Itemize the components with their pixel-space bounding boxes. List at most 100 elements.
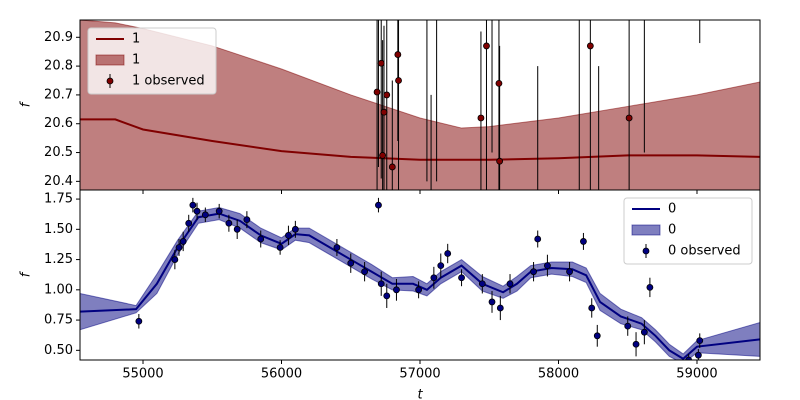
legend-box (87, 27, 217, 95)
observation (225, 219, 233, 227)
observation (437, 262, 445, 270)
observation (483, 42, 490, 50)
legend-label: 1 (132, 32, 140, 47)
observation (580, 238, 587, 245)
observation (380, 108, 388, 116)
x-tick-label: 55000 (122, 367, 163, 382)
observation (566, 268, 573, 276)
observation (201, 211, 209, 219)
observation (544, 262, 551, 270)
observation (624, 322, 632, 330)
observation (477, 114, 485, 122)
observation (171, 256, 179, 263)
observation (596, 207, 602, 213)
observation (646, 284, 654, 291)
legend: 0 0 0 observed (623, 197, 753, 265)
plot-area (80, 197, 760, 360)
y-tick-label: 1.25 (44, 252, 73, 267)
observation (383, 91, 391, 99)
mean-line (80, 118, 760, 161)
legend-label: 1 (132, 53, 140, 68)
legend-patch (95, 54, 125, 66)
observation (696, 337, 704, 345)
x-tick-label: 56000 (261, 367, 302, 382)
observation (625, 114, 633, 122)
observation (488, 298, 496, 306)
observation (347, 259, 355, 267)
observation (506, 280, 514, 288)
observation (395, 77, 402, 84)
observation (530, 268, 537, 276)
y-axis-label: f (19, 270, 34, 277)
y-tick-label: 1.75 (44, 192, 73, 207)
observation (383, 292, 391, 300)
legend-marker (106, 77, 114, 85)
legend-label: 0 observed (668, 244, 741, 259)
observation (215, 207, 223, 215)
observation (377, 280, 385, 288)
observation (632, 340, 640, 348)
x-axis-label: t (417, 388, 423, 400)
legend-label: 0 (668, 202, 676, 217)
observation (361, 268, 369, 276)
legend-marker (642, 247, 650, 255)
observation (243, 216, 251, 224)
y-tick-label: 20.7 (44, 87, 73, 102)
observation (586, 42, 594, 50)
observation (685, 356, 693, 360)
observation (175, 244, 183, 251)
x-tick-label: 57000 (399, 367, 440, 382)
observation (373, 88, 381, 96)
observation (379, 152, 387, 159)
observation (135, 317, 143, 325)
observation (534, 235, 542, 243)
observation (179, 238, 187, 245)
legend: 1 1 1 observed (87, 27, 217, 95)
y-tick-label: 20.5 (44, 145, 73, 160)
observation (285, 231, 292, 239)
observation (428, 236, 434, 242)
y-tick-label: 20.6 (44, 116, 73, 131)
observation (276, 244, 284, 251)
legend-patch (631, 224, 661, 236)
observation (375, 201, 382, 209)
x-tick-label: 58000 (538, 367, 579, 382)
legend-label: 1 observed (132, 74, 205, 89)
observation (291, 225, 299, 233)
observation (394, 51, 402, 58)
observation (415, 286, 423, 294)
observation (444, 250, 452, 257)
observation (489, 5, 495, 11)
y-tick-label: 1.00 (44, 282, 73, 297)
observation (593, 332, 601, 340)
observation (377, 59, 385, 67)
observation (189, 201, 197, 209)
y-tick-label: 20.8 (44, 59, 73, 74)
observation (185, 219, 193, 227)
y-tick-label: 20.9 (44, 30, 73, 45)
y-tick-label: 1.50 (44, 222, 73, 237)
legend-label: 0 (668, 223, 676, 238)
plot-area (80, 5, 760, 242)
y-tick-label: 0.50 (44, 343, 73, 358)
x-tick-label: 59000 (676, 367, 717, 382)
observation (257, 235, 265, 243)
observation (588, 304, 596, 312)
y-axis-label: f (19, 100, 34, 107)
observation (576, 5, 582, 11)
observation (333, 244, 341, 251)
legend-box (623, 197, 753, 265)
observation (458, 274, 465, 282)
observation (233, 225, 241, 233)
y-tick-label: 0.75 (44, 313, 73, 328)
observation (388, 163, 396, 171)
observation (640, 328, 648, 336)
observation (496, 157, 504, 165)
observation (393, 286, 400, 294)
observation (478, 280, 486, 288)
observation (697, 5, 703, 11)
observation (193, 207, 201, 215)
observation (496, 304, 504, 312)
observation (430, 274, 438, 282)
